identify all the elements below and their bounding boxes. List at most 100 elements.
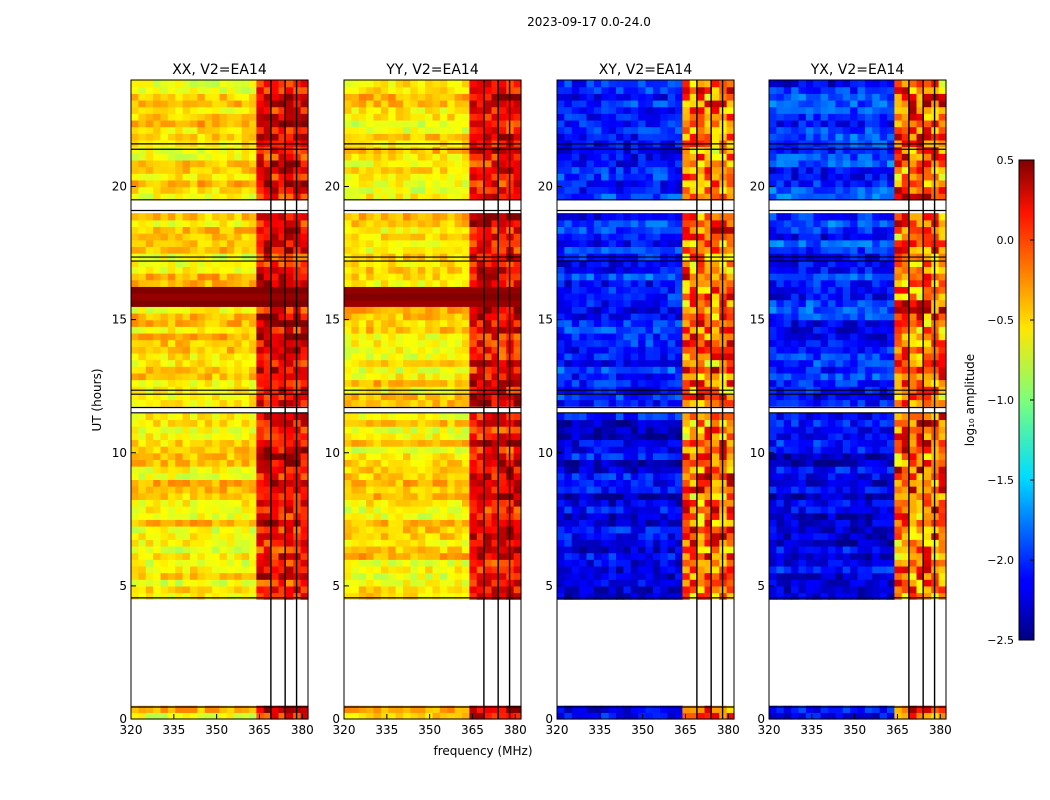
heatmap-cell <box>675 545 683 554</box>
heatmap-cell <box>557 492 565 500</box>
heatmap-cell <box>697 412 706 421</box>
heatmap-cell <box>410 219 419 228</box>
heatmap-cell <box>579 379 588 387</box>
heatmap-cell <box>167 399 176 407</box>
heatmap-cell <box>249 519 257 527</box>
heatmap-cell <box>638 532 647 540</box>
heatmap-cell <box>204 93 213 101</box>
heatmap-cell <box>586 319 595 327</box>
heatmap-cell <box>675 552 683 560</box>
heatmap-cell <box>344 399 352 407</box>
heatmap-cell <box>410 712 419 720</box>
heatmap-cell <box>167 559 176 567</box>
heatmap-cell <box>498 273 507 281</box>
heatmap-cell <box>593 366 602 374</box>
heatmap-cell <box>344 572 352 580</box>
heatmap-cell <box>616 352 624 361</box>
heatmap-cell <box>616 492 624 500</box>
heatmap-cell <box>484 519 493 527</box>
heatmap-cell <box>630 532 639 540</box>
heatmap-cell <box>623 565 632 574</box>
heatmap-cell <box>395 506 404 514</box>
heatmap-cell <box>689 419 698 427</box>
heatmap-cell <box>469 426 478 434</box>
heatmap-cell <box>278 179 287 188</box>
heatmap-cell <box>645 585 654 594</box>
heatmap-cell <box>278 579 287 587</box>
heatmap-cell <box>697 346 706 354</box>
heatmap-cell <box>623 446 632 454</box>
heatmap-cell <box>645 399 654 407</box>
heatmap-cell <box>425 379 434 387</box>
heatmap-cell <box>491 86 500 94</box>
heatmap-cell <box>462 86 470 94</box>
heatmap-cell <box>682 466 691 474</box>
heatmap-cell <box>410 552 419 560</box>
heatmap-cell <box>462 426 470 434</box>
heatmap-cell <box>153 153 162 161</box>
heatmap-cell <box>204 379 213 387</box>
heatmap-cell <box>219 446 228 454</box>
heatmap-cell <box>704 519 713 527</box>
heatmap-cell <box>571 579 580 587</box>
heatmap-cell <box>425 366 434 374</box>
heatmap-cell <box>358 372 367 381</box>
heatmap-cell <box>373 293 382 301</box>
heatmap-cell <box>425 226 434 234</box>
heatmap-cell <box>263 479 272 487</box>
heatmap-cell <box>351 286 360 294</box>
heatmap-cell <box>153 439 162 447</box>
heatmap-cell <box>616 559 624 567</box>
heatmap-cell <box>358 366 367 374</box>
heatmap-cell <box>491 306 500 314</box>
heatmap-cell <box>366 146 375 154</box>
heatmap-cell <box>454 126 463 134</box>
heatmap-cell <box>630 592 639 600</box>
heatmap-cell <box>138 93 147 101</box>
heatmap-cell <box>417 439 426 447</box>
heatmap-cell <box>344 412 352 421</box>
heatmap-cell <box>249 432 257 441</box>
heatmap-cell <box>462 492 470 500</box>
heatmap-cell <box>630 512 639 520</box>
heatmap-cell <box>571 532 580 540</box>
heatmap-cell <box>167 592 176 600</box>
heatmap-cell <box>645 492 654 500</box>
heatmap-cell <box>344 472 352 480</box>
heatmap-cell <box>175 239 184 248</box>
heatmap-cell <box>366 279 375 287</box>
heatmap-cell <box>513 126 522 134</box>
heatmap-cell <box>388 352 397 361</box>
heatmap-cell <box>579 412 588 421</box>
heatmap-cell <box>285 159 294 168</box>
heatmap-cell <box>447 173 456 181</box>
heatmap-cell <box>190 512 198 520</box>
heatmap-cell <box>454 486 463 494</box>
heatmap-cell <box>256 86 265 94</box>
heatmap-cell <box>160 299 169 307</box>
heatmap-cell <box>675 532 683 540</box>
heatmap-cell <box>726 466 735 474</box>
heatmap-cell <box>476 565 485 574</box>
heatmap-cell <box>425 519 434 527</box>
heatmap-cell <box>491 459 500 467</box>
heatmap-cell <box>344 459 352 467</box>
heatmap-cell <box>256 279 265 287</box>
heatmap-cell <box>219 559 228 567</box>
heatmap-cell <box>285 119 294 128</box>
heatmap-cell <box>388 299 397 307</box>
heatmap-cell <box>344 246 352 254</box>
heatmap-cell <box>616 452 624 461</box>
heatmap-cell <box>447 299 456 307</box>
heatmap-cell <box>586 273 595 281</box>
heatmap-cell <box>439 233 448 241</box>
heatmap-cell <box>454 519 463 527</box>
heatmap-cell <box>249 293 257 301</box>
heatmap-cell <box>204 213 213 221</box>
heatmap-cell <box>219 472 228 480</box>
heatmap-cell <box>601 585 610 594</box>
heatmap-cell <box>145 592 154 600</box>
heatmap-cell <box>219 279 228 287</box>
heatmap-cell <box>498 472 507 480</box>
heatmap-cell <box>197 219 206 228</box>
